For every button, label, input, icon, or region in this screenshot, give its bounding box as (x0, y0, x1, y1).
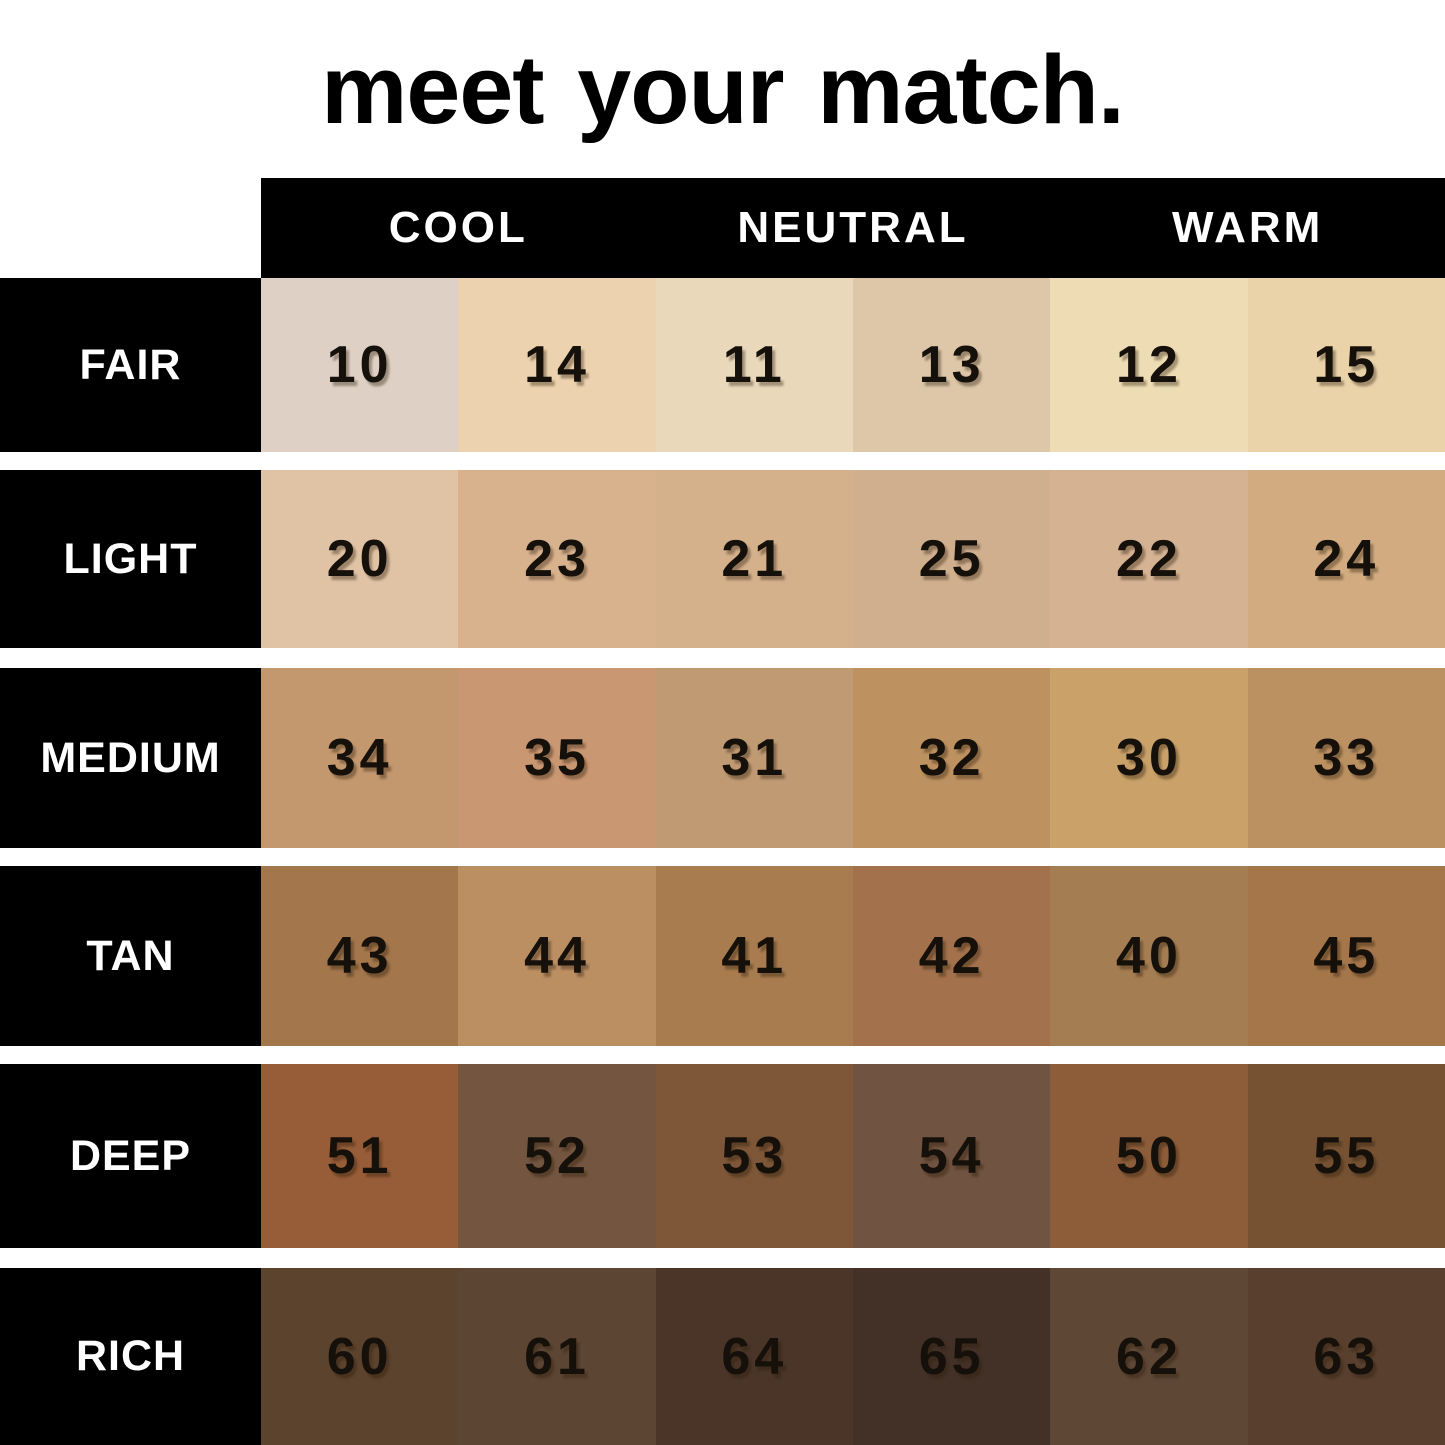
shade-row-fair: FAIR 10 14 11 13 12 15 (0, 278, 1445, 452)
shade-swatch-33: 33 (1247, 668, 1445, 848)
shade-swatch-25: 25 (852, 470, 1051, 648)
shade-swatch-12: 12 (1050, 278, 1248, 452)
title-area: meet your match. (0, 0, 1445, 178)
row-gap (0, 452, 1445, 470)
undertone-header-row: COOL NEUTRAL WARM (0, 178, 1445, 278)
shade-swatch-61: 61 (458, 1268, 656, 1445)
row-label-deep: DEEP (0, 1064, 261, 1248)
shade-swatch-65: 65 (852, 1268, 1051, 1445)
shade-row-light: LIGHT 20 23 21 25 22 24 (0, 470, 1445, 648)
shade-swatch-23: 23 (458, 470, 656, 648)
shade-row-rich: RICH 60 61 64 65 62 63 (0, 1268, 1445, 1445)
shade-swatch-62: 62 (1050, 1268, 1248, 1445)
shade-swatch-15: 15 (1247, 278, 1445, 452)
undertone-header-cool: COOL (388, 203, 528, 252)
shade-swatch-51: 51 (261, 1064, 459, 1248)
row-label-light: LIGHT (0, 470, 261, 648)
shade-row-deep: DEEP 51 52 53 54 50 55 (0, 1064, 1445, 1248)
shade-swatch-13: 13 (852, 278, 1051, 452)
shade-row-tan: TAN 43 44 41 42 40 45 (0, 866, 1445, 1046)
shade-swatch-43: 43 (261, 866, 459, 1046)
shade-swatch-52: 52 (458, 1064, 656, 1248)
shade-swatch-41: 41 (655, 866, 853, 1046)
shade-swatch-64: 64 (655, 1268, 853, 1445)
shade-swatch-50: 50 (1050, 1064, 1248, 1248)
row-gap (0, 848, 1445, 866)
shade-swatch-54: 54 (852, 1064, 1051, 1248)
shade-swatch-22: 22 (1050, 470, 1248, 648)
shade-swatch-30: 30 (1050, 668, 1248, 848)
shade-swatch-31: 31 (655, 668, 853, 848)
row-gap (0, 1248, 1445, 1268)
undertone-header-neutral: NEUTRAL (737, 203, 969, 252)
row-label-fair: FAIR (0, 278, 261, 452)
row-label-rich: RICH (0, 1268, 261, 1445)
row-gap (0, 648, 1445, 668)
page-title: meet your match. (321, 34, 1125, 144)
shade-swatch-55: 55 (1247, 1064, 1445, 1248)
shade-swatch-45: 45 (1247, 866, 1445, 1046)
row-label-tan: TAN (0, 866, 261, 1046)
shade-swatch-10: 10 (261, 278, 459, 452)
shade-swatch-63: 63 (1247, 1268, 1445, 1445)
shade-swatch-60: 60 (261, 1268, 459, 1445)
shade-swatch-53: 53 (655, 1064, 853, 1248)
row-label-medium: MEDIUM (0, 668, 261, 848)
shade-swatch-32: 32 (852, 668, 1051, 848)
row-gap (0, 1046, 1445, 1064)
shade-swatch-14: 14 (458, 278, 656, 452)
undertone-header-warm: WARM (1172, 203, 1324, 252)
shade-swatch-24: 24 (1247, 470, 1445, 648)
shade-swatch-34: 34 (261, 668, 459, 848)
shade-row-medium: MEDIUM 34 35 31 32 30 33 (0, 668, 1445, 848)
shade-swatch-40: 40 (1050, 866, 1248, 1046)
header-spacer (0, 178, 261, 278)
shade-swatch-35: 35 (458, 668, 656, 848)
shade-swatch-11: 11 (655, 278, 853, 452)
shade-swatch-42: 42 (852, 866, 1051, 1046)
undertone-header-bar: COOL NEUTRAL WARM (261, 178, 1445, 278)
shade-swatch-20: 20 (261, 470, 459, 648)
shade-swatch-44: 44 (458, 866, 656, 1046)
shade-swatch-21: 21 (655, 470, 853, 648)
